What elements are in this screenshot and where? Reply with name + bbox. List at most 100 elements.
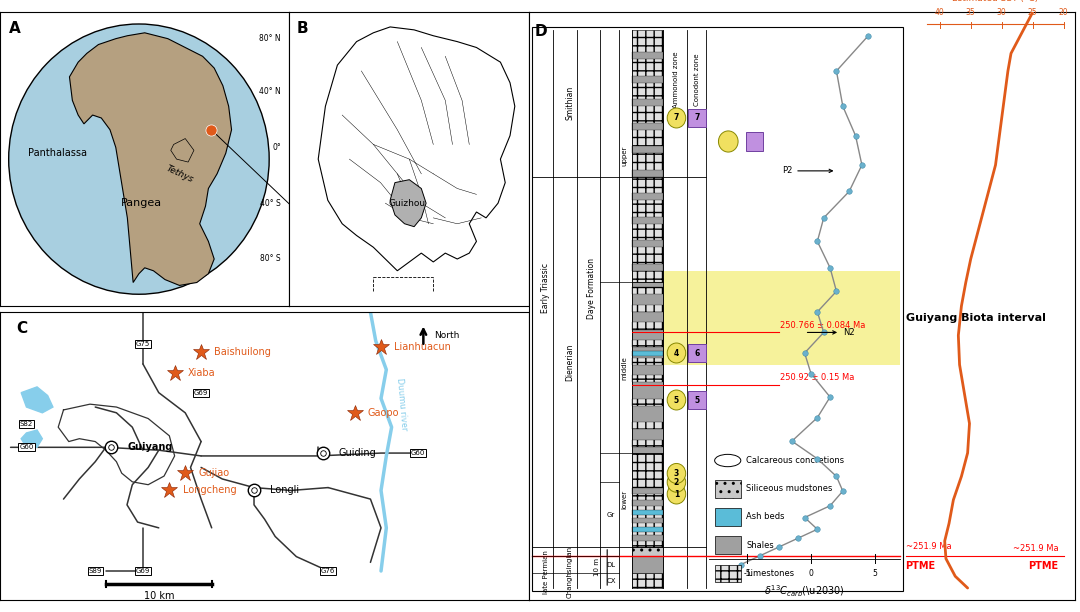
Bar <box>715 480 741 498</box>
Text: Tethys: Tethys <box>164 163 194 184</box>
Text: G60: G60 <box>410 450 426 456</box>
Text: Guiyang Biota interval: Guiyang Biota interval <box>906 313 1047 323</box>
Circle shape <box>667 484 686 504</box>
Text: 25: 25 <box>1028 8 1038 17</box>
Bar <box>632 488 663 494</box>
Text: lower: lower <box>622 490 627 509</box>
Text: Lianhuacun: Lianhuacun <box>394 341 451 352</box>
Bar <box>715 536 741 554</box>
Polygon shape <box>390 180 427 226</box>
Text: Gujiao: Gujiao <box>199 468 230 478</box>
Circle shape <box>667 463 686 483</box>
Text: P2: P2 <box>782 166 833 176</box>
Circle shape <box>667 343 686 363</box>
Text: 250.92 ± 0.15 Ma: 250.92 ± 0.15 Ma <box>781 373 855 382</box>
Text: 5: 5 <box>873 569 877 578</box>
Text: Conodont zone: Conodont zone <box>694 54 700 106</box>
Text: Changhsingian: Changhsingian <box>567 546 573 598</box>
Bar <box>532 27 903 591</box>
Ellipse shape <box>715 454 741 467</box>
Text: 0°: 0° <box>272 143 281 152</box>
Text: 40: 40 <box>935 8 945 17</box>
Bar <box>632 535 663 541</box>
Polygon shape <box>22 430 42 447</box>
Text: C: C <box>16 321 27 336</box>
Text: Xiaba: Xiaba <box>188 368 216 378</box>
Bar <box>632 399 663 406</box>
Text: Longcheng: Longcheng <box>183 485 237 496</box>
Text: 250.766 ± 0.084 Ma: 250.766 ± 0.084 Ma <box>781 321 866 329</box>
Bar <box>632 283 663 453</box>
Bar <box>632 500 663 506</box>
Text: 5: 5 <box>694 395 700 405</box>
Text: Estimated SST (°C): Estimated SST (°C) <box>953 0 1039 4</box>
Bar <box>632 573 663 588</box>
Bar <box>632 271 900 365</box>
Text: 30: 30 <box>997 8 1007 17</box>
Text: Baishuilong: Baishuilong <box>214 348 271 357</box>
Text: Pangea: Pangea <box>121 198 162 208</box>
Bar <box>632 287 663 294</box>
Text: N2: N2 <box>808 328 854 337</box>
Bar <box>632 122 663 130</box>
Text: S82: S82 <box>19 421 33 427</box>
Text: 35: 35 <box>966 8 975 17</box>
Text: 20: 20 <box>1058 8 1068 17</box>
Text: Limestones: Limestones <box>746 569 795 578</box>
Text: 80° S: 80° S <box>260 255 281 264</box>
Text: 7: 7 <box>674 113 679 122</box>
Text: 40° N: 40° N <box>259 87 281 96</box>
Bar <box>632 146 663 153</box>
Text: Siliceous mudstones: Siliceous mudstones <box>746 484 833 493</box>
Text: Panthalassa: Panthalassa <box>28 148 87 159</box>
Bar <box>632 453 663 547</box>
Bar <box>632 375 663 382</box>
Text: Guiding: Guiding <box>339 448 377 458</box>
Bar <box>715 508 741 526</box>
Bar <box>632 170 663 177</box>
Text: 7: 7 <box>694 113 700 122</box>
Text: G69: G69 <box>136 568 150 574</box>
Text: S89: S89 <box>89 568 102 574</box>
Bar <box>632 52 663 59</box>
Bar <box>632 240 663 247</box>
Text: D: D <box>535 24 548 39</box>
FancyBboxPatch shape <box>745 132 764 151</box>
Text: late Permian: late Permian <box>542 550 549 594</box>
Polygon shape <box>69 33 231 285</box>
Text: Duumu river: Duumu river <box>395 378 409 431</box>
Bar <box>632 528 663 532</box>
Bar <box>632 351 663 356</box>
Text: DL: DL <box>607 561 616 567</box>
Text: Smithian: Smithian <box>566 86 575 121</box>
Bar <box>632 76 663 83</box>
Text: Guiyang: Guiyang <box>127 442 173 452</box>
Circle shape <box>667 108 686 128</box>
Text: Gr: Gr <box>607 512 616 518</box>
Text: 10 km: 10 km <box>144 591 174 601</box>
Text: 5: 5 <box>674 395 679 405</box>
Ellipse shape <box>9 24 269 294</box>
Circle shape <box>718 131 738 152</box>
Text: Gaopo: Gaopo <box>368 408 400 418</box>
Bar <box>632 510 663 515</box>
Polygon shape <box>171 138 194 162</box>
Text: G75: G75 <box>136 341 150 347</box>
Bar <box>632 217 663 224</box>
Bar <box>632 422 663 430</box>
Text: PTME: PTME <box>1028 561 1058 571</box>
Text: -5: -5 <box>743 569 752 578</box>
Text: 10 m: 10 m <box>594 558 600 577</box>
FancyBboxPatch shape <box>688 390 705 409</box>
Bar <box>632 357 663 365</box>
Text: A: A <box>9 21 21 36</box>
Text: Longli: Longli <box>270 485 299 496</box>
Circle shape <box>667 390 686 410</box>
Text: middle: middle <box>622 356 627 379</box>
Text: 3: 3 <box>674 469 679 478</box>
Text: Dienerian: Dienerian <box>566 343 575 381</box>
Bar <box>632 305 663 312</box>
FancyBboxPatch shape <box>688 343 705 362</box>
Text: 40° S: 40° S <box>260 199 281 207</box>
FancyBboxPatch shape <box>688 108 705 127</box>
